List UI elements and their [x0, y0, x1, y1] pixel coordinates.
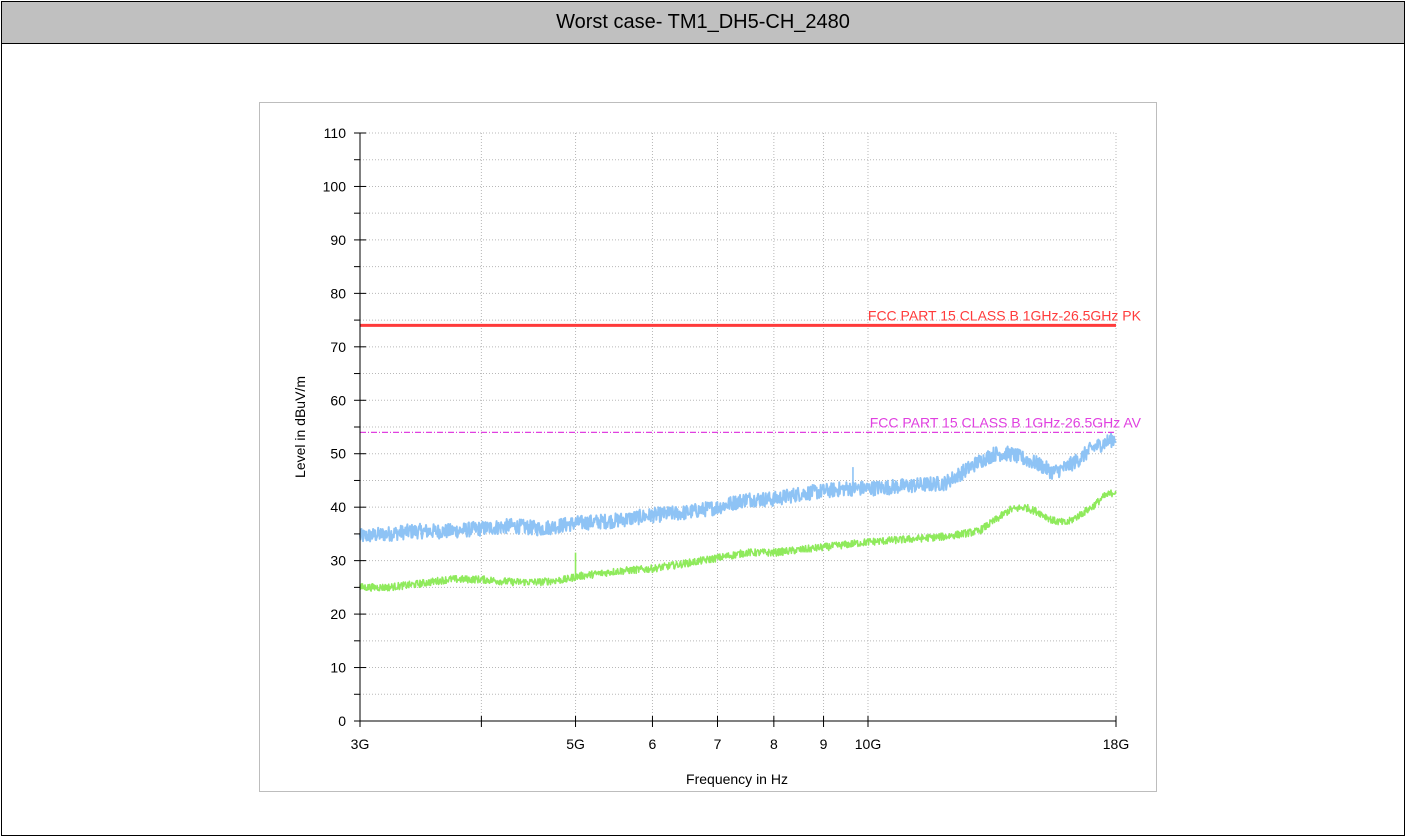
y-tick-label: 30	[330, 553, 346, 569]
y-tick-label: 70	[330, 339, 346, 355]
x-tick-label: 7	[714, 736, 722, 752]
y-tick-label: 80	[330, 285, 346, 301]
x-tick-label: 9	[820, 736, 828, 752]
trace-peak	[359, 431, 1117, 543]
y-tick-label: 40	[330, 499, 346, 515]
y-tick-label: 0	[338, 713, 346, 729]
panel-header: Worst case- TM1_DH5-CH_2480	[2, 2, 1404, 44]
axis-layer: 0 10 20 30 40 50 60 70 80 90 100 110 3G 5G 6 7 8 9 10G 18G	[323, 125, 1130, 752]
panel-title: Worst case- TM1_DH5-CH_2480	[556, 11, 850, 33]
series-layer	[359, 431, 1117, 592]
x-tick-label: 3G	[351, 736, 370, 752]
x-axis-title: Frequency in Hz	[686, 771, 788, 787]
y-tick-label: 10	[330, 660, 346, 676]
y-tick-label: 90	[330, 232, 346, 248]
y-tick-label: 20	[330, 606, 346, 622]
y-tick-label: 110	[324, 125, 347, 141]
y-tick-label: 100	[323, 178, 347, 194]
x-tick-label: 10G	[855, 736, 881, 752]
limit-layer: FCC PART 15 CLASS B 1GHz-26.5GHz PK FCC P…	[360, 307, 1142, 433]
x-tick-label: 8	[770, 736, 778, 752]
y-axis-title: Level in dBuV/m	[292, 376, 308, 478]
y-tick-label: 50	[330, 446, 346, 462]
x-tick-label: 5G	[566, 736, 585, 752]
y-tick-label: 60	[330, 392, 346, 408]
x-tick-label: 6	[649, 736, 657, 752]
limit-label-av: FCC PART 15 CLASS B 1GHz-26.5GHz AV	[870, 414, 1142, 430]
trace-average	[359, 489, 1117, 592]
limit-label-pk: FCC PART 15 CLASS B 1GHz-26.5GHz PK	[868, 307, 1142, 323]
x-tick-label: 18G	[1103, 736, 1129, 752]
